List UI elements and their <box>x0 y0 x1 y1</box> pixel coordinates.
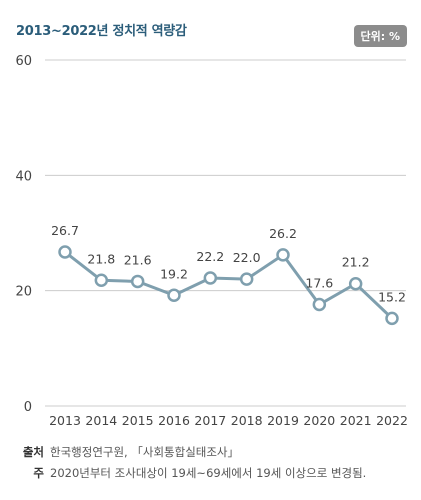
data-point <box>239 272 254 286</box>
x-tick-label: 2018 <box>231 413 263 428</box>
data-point <box>58 245 72 259</box>
data-label: 22.2 <box>196 249 224 264</box>
data-label: 21.6 <box>124 252 152 267</box>
y-tick-label: 60 <box>15 54 32 69</box>
unit-badge: 단위: % <box>353 25 407 47</box>
y-tick-label: 40 <box>15 169 32 184</box>
x-tick-label: 2021 <box>340 413 372 428</box>
y-tick-label: 0 <box>24 400 32 415</box>
y-tick-label: 20 <box>15 285 32 300</box>
x-axis-ticks: 2013 2014 2015 2016 2017 2018 2019 2020 2021 2022 <box>49 413 408 428</box>
series-line <box>64 250 394 320</box>
note-row: 주 2020년부터 조사대상이 19세~69세에서 19세 이상으로 변경됨. <box>14 463 366 484</box>
data-points <box>58 245 399 326</box>
source-row: 출처 한국행정연구원, 「사회통합실태조사」 <box>14 442 366 463</box>
data-point <box>167 288 181 303</box>
source-text: 한국행정연구원, 「사회통합실태조사」 <box>50 445 240 459</box>
data-point <box>348 276 363 291</box>
note-text: 2020년부터 조사대상이 19세~69세에서 19세 이상으로 변경됨. <box>50 466 367 480</box>
data-point <box>94 273 109 288</box>
chart-title: 2013~2022년 정치적 역량감 <box>16 24 187 39</box>
data-labels: 26.7 21.8 21.6 19.2 22.2 22.0 26.2 17.6 21.2 15.2 <box>51 223 406 304</box>
x-tick-label: 2015 <box>122 413 154 428</box>
x-tick-label: 2016 <box>158 413 190 428</box>
note-label: 주 <box>33 466 44 480</box>
data-label: 22.0 <box>233 250 261 265</box>
x-tick-label: 2013 <box>49 413 81 428</box>
x-tick-label: 2019 <box>267 413 299 428</box>
data-point <box>385 311 399 326</box>
data-label: 26.2 <box>269 226 297 241</box>
data-label: 17.6 <box>305 276 333 291</box>
x-tick-label: 2014 <box>85 413 117 428</box>
source-label: 출처 <box>22 445 44 459</box>
y-axis-ticks: 0 20 40 60 <box>15 54 32 415</box>
gridlines <box>45 59 406 407</box>
x-tick-label: 2022 <box>376 413 408 428</box>
data-point <box>130 274 145 289</box>
data-label: 21.8 <box>87 251 115 266</box>
data-label: 15.2 <box>378 289 406 304</box>
data-point <box>276 248 290 262</box>
data-label: 19.2 <box>160 266 188 281</box>
chart-footer: 출처 한국행정연구원, 「사회통합실태조사」 주 2020년부터 조사대상이 1… <box>14 442 367 484</box>
data-point <box>203 271 218 285</box>
x-tick-label: 2020 <box>303 413 335 428</box>
data-label: 26.7 <box>51 223 79 238</box>
x-tick-label: 2017 <box>194 413 226 428</box>
data-point <box>312 297 327 312</box>
data-label: 21.2 <box>342 255 370 270</box>
line-chart: 0 20 40 60 2013 2014 2015 2016 2017 2018 2019 2020… <box>15 54 408 428</box>
